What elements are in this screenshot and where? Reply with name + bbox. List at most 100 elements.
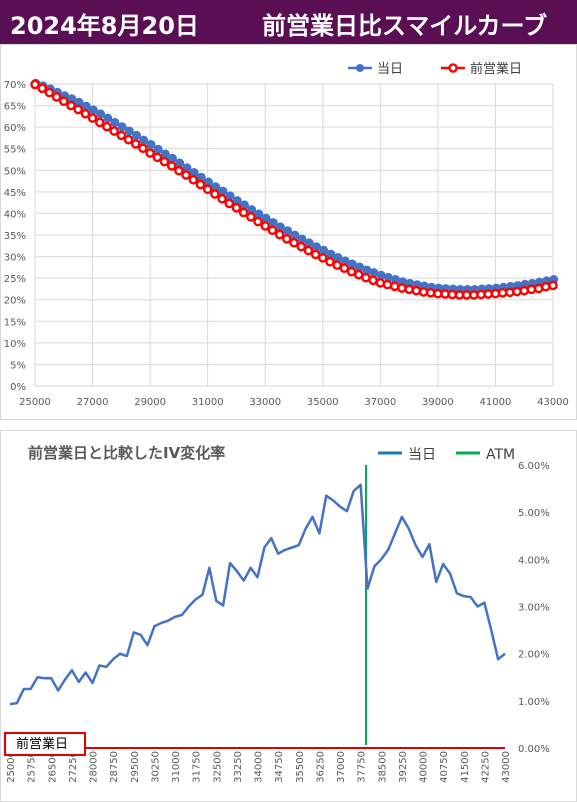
x-tick-label: 35000 [307, 397, 339, 408]
y-tick-label: 4.00% [518, 555, 550, 566]
x-tick-label: 25750 [27, 751, 38, 783]
prev-point [94, 117, 105, 128]
prev-point [195, 179, 206, 190]
series-line-prev [34, 83, 554, 297]
today-point [225, 191, 235, 201]
x-tick-label: 40000 [419, 751, 430, 783]
smile-curve-chart: 0% 5% 10% 15% 20% 25% 30% 35% 40% 45% 50% 55% 60% 65%… [4, 61, 569, 408]
y-tick-label: 20% [4, 296, 26, 307]
prev-point [30, 79, 40, 90]
prev-point [181, 170, 191, 180]
today-point [88, 105, 98, 115]
prev-point [174, 165, 184, 176]
y-tick-label: 65% [4, 102, 26, 113]
prev-point [397, 283, 407, 293]
legend-label: ATM [486, 447, 515, 463]
y-tick-label: 0.00% [518, 744, 550, 755]
prev-point [145, 148, 155, 158]
prev-point [152, 152, 163, 163]
today-point [268, 218, 278, 228]
title-banner: 2024年8月20日 前営業日比スマイルカーブ [0, 0, 577, 44]
today-point [167, 153, 177, 163]
prev-point [123, 134, 134, 145]
x-tick-label: 41000 [480, 397, 512, 408]
x-tick-label: 28000 [89, 751, 100, 783]
today-point [132, 130, 142, 140]
prev-point [296, 241, 306, 252]
x-tick-label: 27000 [77, 397, 109, 408]
x-tick-label: 25000 [19, 397, 51, 408]
prev-point [224, 198, 235, 209]
x-tick-label: 39250 [398, 751, 409, 783]
x-tick-label: 31750 [192, 751, 203, 783]
y-tick-label: 45% [4, 188, 26, 199]
x-tick-label: 29000 [134, 397, 166, 408]
prev-point [109, 126, 119, 136]
prev-point [260, 221, 271, 231]
today-point [218, 186, 228, 196]
y-tick-label: 40% [4, 209, 26, 220]
x-tick-label: 37000 [364, 397, 396, 408]
today-point [160, 149, 170, 159]
legend-label: 前営業日 [470, 61, 522, 77]
today-point [290, 230, 300, 240]
today-point [124, 126, 134, 136]
prev-point [166, 161, 177, 171]
prev-point [548, 280, 558, 291]
x-tick-label: 29500 [130, 751, 141, 783]
x-tick-label: 33000 [249, 397, 281, 408]
prev-point [159, 156, 170, 167]
prev-point [282, 234, 292, 244]
prev-point [303, 245, 314, 256]
x-tick-label: 34750 [274, 751, 285, 783]
today-point [319, 245, 329, 255]
y-tick-label: 60% [4, 123, 26, 134]
prev-point [238, 207, 249, 218]
iv-change-line [9, 483, 506, 706]
x-tick-label: 33250 [233, 751, 244, 783]
today-point [103, 113, 113, 123]
prev-day-label: 前営業日 [4, 732, 86, 756]
today-point [275, 222, 285, 232]
series-line-today [35, 82, 555, 291]
y-tick-label: 15% [4, 317, 26, 328]
legend-label: 当日 [408, 447, 436, 463]
prev-point [274, 229, 285, 240]
prev-point [253, 216, 263, 227]
x-tick-label: 28750 [109, 751, 120, 783]
prev-point [80, 108, 91, 119]
prev-point [37, 83, 47, 94]
y-tick-label: 10% [4, 339, 26, 350]
prev-point [289, 237, 299, 248]
today-point [175, 158, 185, 168]
y-tick-label: 6.00% [518, 461, 550, 472]
today-point [139, 135, 149, 145]
banner-title: 前営業日比スマイルカーブ [262, 12, 548, 40]
x-tick-label: 40750 [439, 751, 450, 783]
legend-label: 当日 [377, 62, 403, 77]
x-tick-label: 43000 [501, 751, 512, 783]
prev-point [116, 130, 127, 141]
prev-point [310, 249, 321, 260]
y-tick-label: 50% [4, 166, 26, 177]
today-point [110, 117, 120, 127]
prev-point [317, 253, 328, 263]
x-tick-label: 25000 [6, 751, 17, 783]
prev-point [138, 143, 148, 154]
y-tick-label: 5% [10, 360, 26, 371]
y-tick-label: 35% [4, 231, 26, 242]
x-tick-label: 36250 [315, 751, 326, 783]
prev-point [188, 174, 199, 185]
prev-point [541, 281, 551, 292]
prev-point [58, 96, 69, 107]
today-point [283, 226, 293, 236]
x-tick-label: 37750 [357, 751, 368, 783]
iv-change-title: 前営業日と比較したIV変化率 [28, 444, 226, 462]
today-point [146, 139, 156, 149]
prev-point [404, 284, 414, 295]
prev-point [73, 104, 83, 115]
y-tick-label: 70% [4, 80, 26, 91]
y-tick-label: 55% [4, 145, 26, 156]
y-tick-label: 2.00% [518, 650, 550, 661]
prev-point [87, 113, 98, 123]
